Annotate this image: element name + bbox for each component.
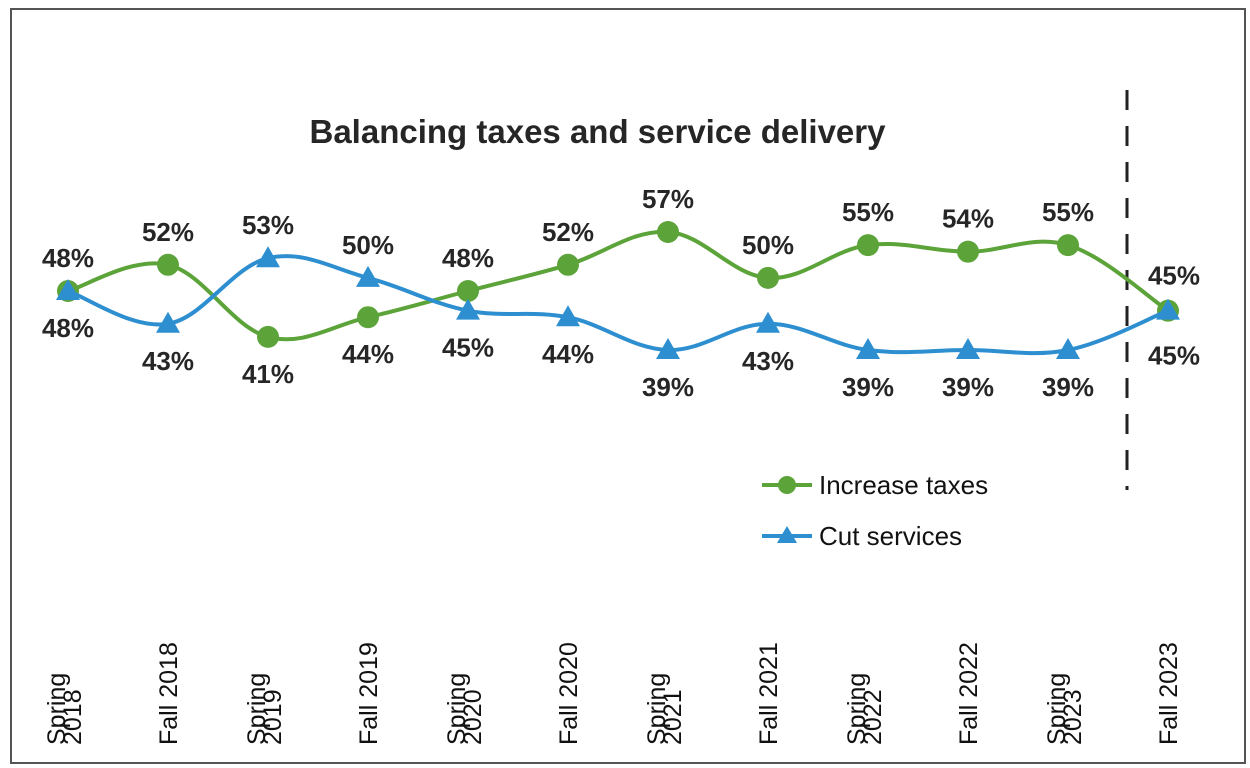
cut-services-point (356, 265, 380, 287)
legend-increase-taxes-label: Increase taxes (819, 470, 988, 500)
increase-taxes-data-label: 57% (642, 184, 694, 214)
cut-services-data-label: 39% (1042, 372, 1094, 402)
increase-taxes-data-label: 52% (542, 217, 594, 247)
cut-services-data-label: 45% (442, 333, 494, 363)
increase-taxes-data-label: 45% (1148, 261, 1200, 291)
x-tick-label-line: Fall 2022 (955, 642, 983, 745)
cut-services-point (556, 305, 580, 327)
x-tick-label: Fall 2019 (355, 642, 383, 745)
cut-services-data-label: 39% (642, 372, 694, 402)
cut-services-data-label: 43% (142, 346, 194, 376)
increase-taxes-point (457, 280, 479, 302)
increase-taxes-point (657, 221, 679, 243)
increase-taxes-data-label: 52% (142, 217, 194, 247)
increase-taxes-point (157, 253, 179, 276)
cut-services-point (456, 298, 480, 320)
legend-increase-taxes-marker (778, 476, 796, 494)
x-tick-label: Fall 2020 (555, 642, 583, 745)
cut-services-point (956, 338, 980, 359)
cut-services-data-label: 39% (942, 372, 994, 402)
x-tick-label-line: Spring (443, 673, 471, 745)
x-tick-label: Fall 2022 (955, 642, 983, 745)
cut-services-data-label: 50% (342, 230, 394, 260)
cut-services-point (656, 338, 680, 359)
increase-taxes-point (957, 240, 979, 263)
x-tick-label-line: Fall 2020 (555, 642, 583, 745)
x-tick-label-line: 2018 (59, 689, 87, 745)
increase-taxes-data-label: 48% (442, 243, 494, 273)
x-tick-label-line: Fall 2023 (1155, 642, 1183, 745)
cut-services-point (756, 311, 780, 333)
x-tick-label: Fall 2018 (155, 642, 183, 745)
cut-services-point (856, 338, 880, 359)
x-tick-label-line: Fall 2019 (355, 642, 383, 745)
increase-taxes-point (757, 266, 779, 289)
x-tick-label-line: 2019 (259, 689, 287, 745)
cut-services-point (56, 279, 80, 300)
legend-cut-services-marker (777, 526, 797, 543)
increase-taxes-point (257, 325, 279, 348)
cut-services-data-label: 43% (742, 346, 794, 376)
increase-taxes-point (357, 306, 379, 329)
x-tick-label: Fall 2021 (755, 642, 783, 745)
x-tick-label-line: Fall 2018 (155, 642, 183, 745)
x-tick-label-line: Spring (643, 673, 671, 745)
increase-taxes-data-label: 50% (742, 230, 794, 260)
increase-taxes-data-label: 41% (242, 359, 294, 389)
x-tick-label-line: Fall 2021 (755, 642, 783, 745)
x-tick-label-line: Spring (1043, 673, 1071, 745)
cut-services-line (67, 254, 1169, 356)
chart-title: Balancing taxes and service delivery (309, 113, 886, 150)
chart-frame (10, 8, 1246, 764)
cut-services-data-label: 45% (1148, 341, 1200, 371)
cut-services-data-label: 44% (542, 339, 594, 369)
x-tick-label-line: Spring (243, 673, 271, 745)
increase-taxes-data-label: 54% (942, 204, 994, 234)
x-tick-label-line: 2020 (459, 689, 487, 745)
increase-taxes-data-label: 44% (342, 339, 394, 369)
cut-services-data-label: 48% (42, 313, 94, 343)
x-tick-label-line: 2023 (1059, 689, 1087, 745)
x-tick-label-line: 2021 (659, 689, 687, 745)
cut-services-point (256, 246, 280, 268)
cut-services-data-label: 39% (842, 372, 894, 402)
cut-services-point (1156, 298, 1180, 320)
increase-taxes-point (857, 234, 879, 257)
increase-taxes-line (67, 229, 1170, 342)
cut-services-data-label: 53% (242, 210, 294, 240)
x-tick-label: Fall 2023 (1155, 642, 1183, 745)
x-tick-label-line: 2022 (859, 689, 887, 745)
x-tick-label-line: Spring (843, 673, 871, 745)
x-tick-label-line: Spring (43, 673, 71, 745)
cut-services-point (1056, 338, 1080, 359)
increase-taxes-data-label: 48% (42, 243, 94, 273)
increase-taxes-data-label: 55% (1042, 197, 1094, 227)
increase-taxes-data-label: 55% (842, 197, 894, 227)
increase-taxes-point (1057, 234, 1079, 257)
legend-cut-services-label: Cut services (819, 521, 962, 551)
increase-taxes-point (557, 253, 579, 276)
cut-services-point (156, 311, 180, 333)
